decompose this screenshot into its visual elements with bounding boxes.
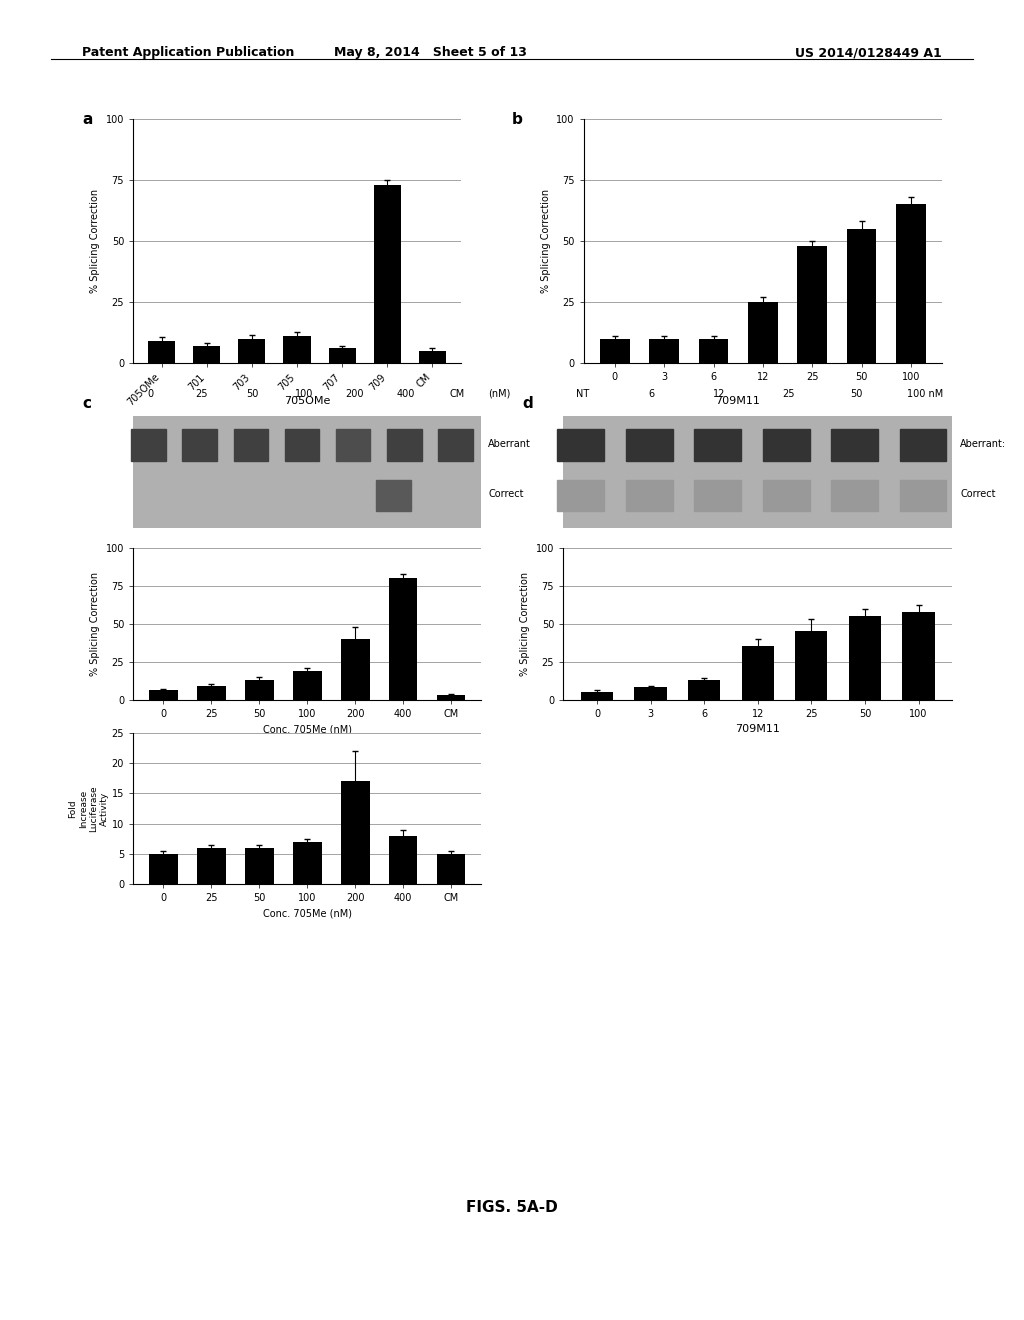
Bar bbox=[749, 302, 777, 363]
Text: 705OMe: 705OMe bbox=[284, 396, 331, 407]
Text: a: a bbox=[82, 112, 92, 127]
Bar bbox=[245, 847, 273, 884]
Bar bbox=[148, 854, 178, 884]
Bar bbox=[389, 836, 418, 884]
Text: Aberrant: Aberrant bbox=[488, 438, 531, 449]
Text: 25: 25 bbox=[196, 389, 208, 399]
Text: (nM): (nM) bbox=[488, 389, 511, 399]
Bar bbox=[557, 479, 604, 511]
Text: 709M11: 709M11 bbox=[715, 396, 760, 407]
Text: Correct: Correct bbox=[961, 490, 995, 499]
Text: b: b bbox=[512, 112, 523, 127]
Bar bbox=[688, 680, 720, 700]
Text: Aberrant:: Aberrant: bbox=[961, 438, 1007, 449]
Bar bbox=[763, 479, 810, 511]
Text: c: c bbox=[82, 396, 91, 411]
Bar bbox=[626, 479, 673, 511]
Bar bbox=[698, 339, 728, 363]
Text: 100: 100 bbox=[295, 389, 313, 399]
Bar bbox=[798, 246, 827, 363]
Text: May 8, 2014   Sheet 5 of 13: May 8, 2014 Sheet 5 of 13 bbox=[334, 46, 526, 59]
Text: 400: 400 bbox=[396, 389, 415, 399]
X-axis label: Conc. 705Me (nM): Conc. 705Me (nM) bbox=[263, 725, 351, 734]
Bar bbox=[239, 339, 265, 363]
Bar bbox=[233, 429, 268, 461]
Text: 25: 25 bbox=[782, 389, 795, 399]
Text: 6: 6 bbox=[648, 389, 654, 399]
Y-axis label: % Splicing Correction: % Splicing Correction bbox=[541, 189, 551, 293]
Bar bbox=[341, 781, 370, 884]
Bar bbox=[436, 696, 466, 700]
Bar bbox=[336, 429, 371, 461]
Bar bbox=[245, 680, 273, 700]
Bar bbox=[847, 228, 877, 363]
Bar bbox=[796, 631, 827, 700]
Bar bbox=[377, 479, 412, 511]
Bar bbox=[741, 647, 774, 700]
Bar bbox=[600, 339, 630, 363]
Bar bbox=[329, 348, 355, 363]
Bar bbox=[763, 429, 810, 461]
Bar bbox=[197, 686, 225, 700]
Bar bbox=[374, 185, 400, 363]
Bar bbox=[896, 205, 926, 363]
Bar bbox=[436, 854, 466, 884]
Bar bbox=[419, 351, 445, 363]
Bar bbox=[900, 429, 946, 461]
Bar bbox=[148, 690, 178, 700]
Bar bbox=[694, 429, 741, 461]
Bar bbox=[293, 842, 322, 884]
Bar bbox=[831, 479, 878, 511]
Bar bbox=[694, 479, 741, 511]
Bar bbox=[293, 671, 322, 700]
Y-axis label: Fold
Increase
Luciferase
Activity: Fold Increase Luciferase Activity bbox=[69, 785, 109, 832]
Bar bbox=[849, 616, 881, 700]
Bar bbox=[197, 847, 225, 884]
Text: d: d bbox=[522, 396, 532, 411]
Bar bbox=[831, 429, 878, 461]
Text: Patent Application Publication: Patent Application Publication bbox=[82, 46, 294, 59]
X-axis label: Conc. 705Me (nM): Conc. 705Me (nM) bbox=[263, 909, 351, 919]
Bar bbox=[557, 429, 604, 461]
Text: 0: 0 bbox=[147, 389, 154, 399]
Bar bbox=[635, 688, 667, 700]
Bar bbox=[148, 341, 175, 363]
Bar bbox=[649, 339, 679, 363]
Text: Correct: Correct bbox=[488, 490, 523, 499]
Bar bbox=[902, 611, 935, 700]
Text: CM: CM bbox=[450, 389, 465, 399]
Text: NT: NT bbox=[577, 389, 589, 399]
Text: 50: 50 bbox=[850, 389, 863, 399]
Bar bbox=[626, 429, 673, 461]
Y-axis label: % Splicing Correction: % Splicing Correction bbox=[520, 572, 530, 676]
Bar bbox=[284, 337, 310, 363]
Bar bbox=[341, 639, 370, 700]
Text: 200: 200 bbox=[345, 389, 364, 399]
Y-axis label: % Splicing Correction: % Splicing Correction bbox=[90, 189, 100, 293]
Bar bbox=[387, 429, 422, 461]
Bar bbox=[581, 692, 613, 700]
Bar bbox=[131, 429, 166, 461]
X-axis label: 709M11: 709M11 bbox=[735, 725, 780, 734]
Bar bbox=[438, 429, 473, 461]
Bar bbox=[900, 479, 946, 511]
Bar bbox=[285, 429, 319, 461]
Bar bbox=[389, 578, 418, 700]
Text: FIGS. 5A-D: FIGS. 5A-D bbox=[466, 1200, 558, 1216]
Text: US 2014/0128449 A1: US 2014/0128449 A1 bbox=[796, 46, 942, 59]
Text: 12: 12 bbox=[714, 389, 726, 399]
Bar bbox=[182, 429, 217, 461]
Text: 50: 50 bbox=[247, 389, 259, 399]
Bar bbox=[194, 346, 220, 363]
Text: 100 nM: 100 nM bbox=[907, 389, 943, 399]
Y-axis label: % Splicing Correction: % Splicing Correction bbox=[90, 572, 100, 676]
